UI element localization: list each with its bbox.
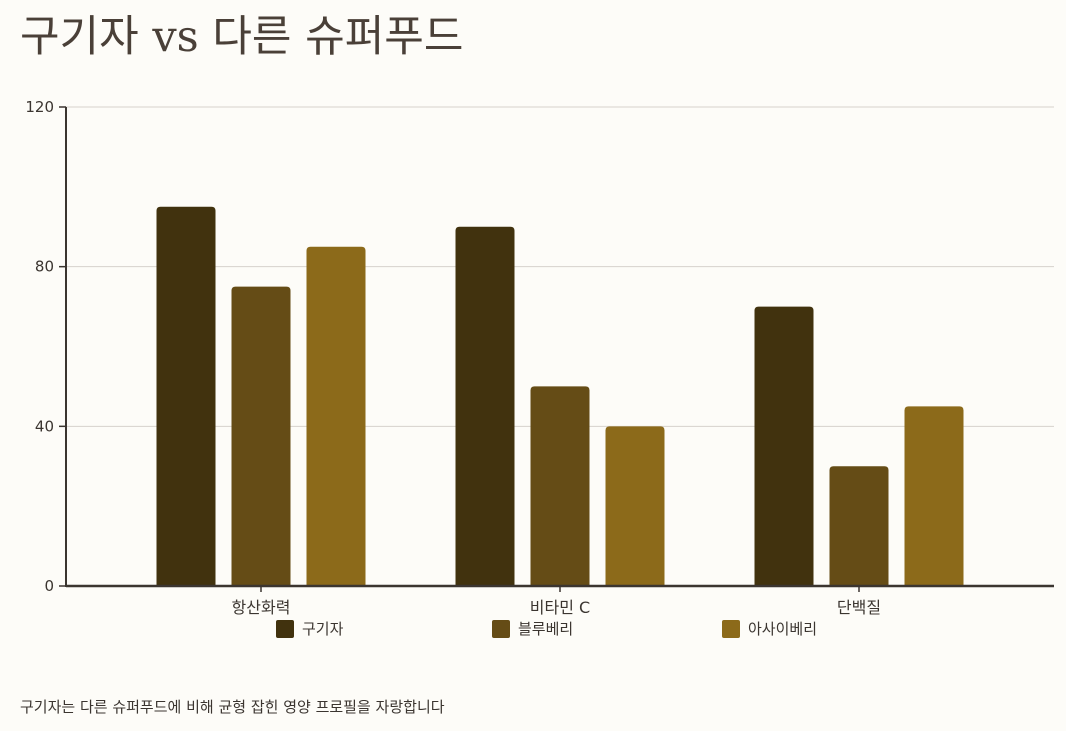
chart-legend: 구기자 블루베리 아사이베리 [0, 618, 1066, 640]
legend-swatch [722, 619, 740, 638]
bar [605, 426, 665, 586]
legend-label: 블루베리 [518, 620, 574, 638]
legend-swatch [492, 619, 510, 638]
y-tick-label: 80 [35, 258, 54, 276]
x-tick-label: 단백질 [837, 598, 881, 617]
legend-swatch [276, 619, 294, 638]
legend-item: 블루베리 [492, 618, 573, 639]
chart-title: 구기자 vs 다른 슈퍼푸드 [20, 12, 464, 62]
legend-label: 구기자 [302, 620, 344, 638]
legend-item: 아사이베리 [722, 618, 817, 639]
y-tick-label: 0 [44, 577, 54, 595]
chart-footnote: 구기자는 다른 슈퍼푸드에 비해 균형 잡힌 영양 프로필을 자랑합니다 [20, 698, 445, 716]
legend-item: 구기자 [276, 618, 343, 639]
bar [904, 406, 964, 586]
bar [754, 306, 814, 586]
y-tick-label: 40 [35, 417, 54, 435]
bar [829, 466, 889, 586]
legend-label: 아사이베리 [748, 620, 818, 638]
bar [231, 286, 291, 586]
x-tick-label: 항산화력 [232, 598, 291, 617]
x-tick-label: 비타민 C [530, 598, 590, 617]
bar [455, 226, 515, 586]
y-tick-label: 120 [25, 98, 54, 116]
bar [306, 246, 366, 587]
bar [156, 206, 216, 586]
bar [530, 386, 590, 586]
